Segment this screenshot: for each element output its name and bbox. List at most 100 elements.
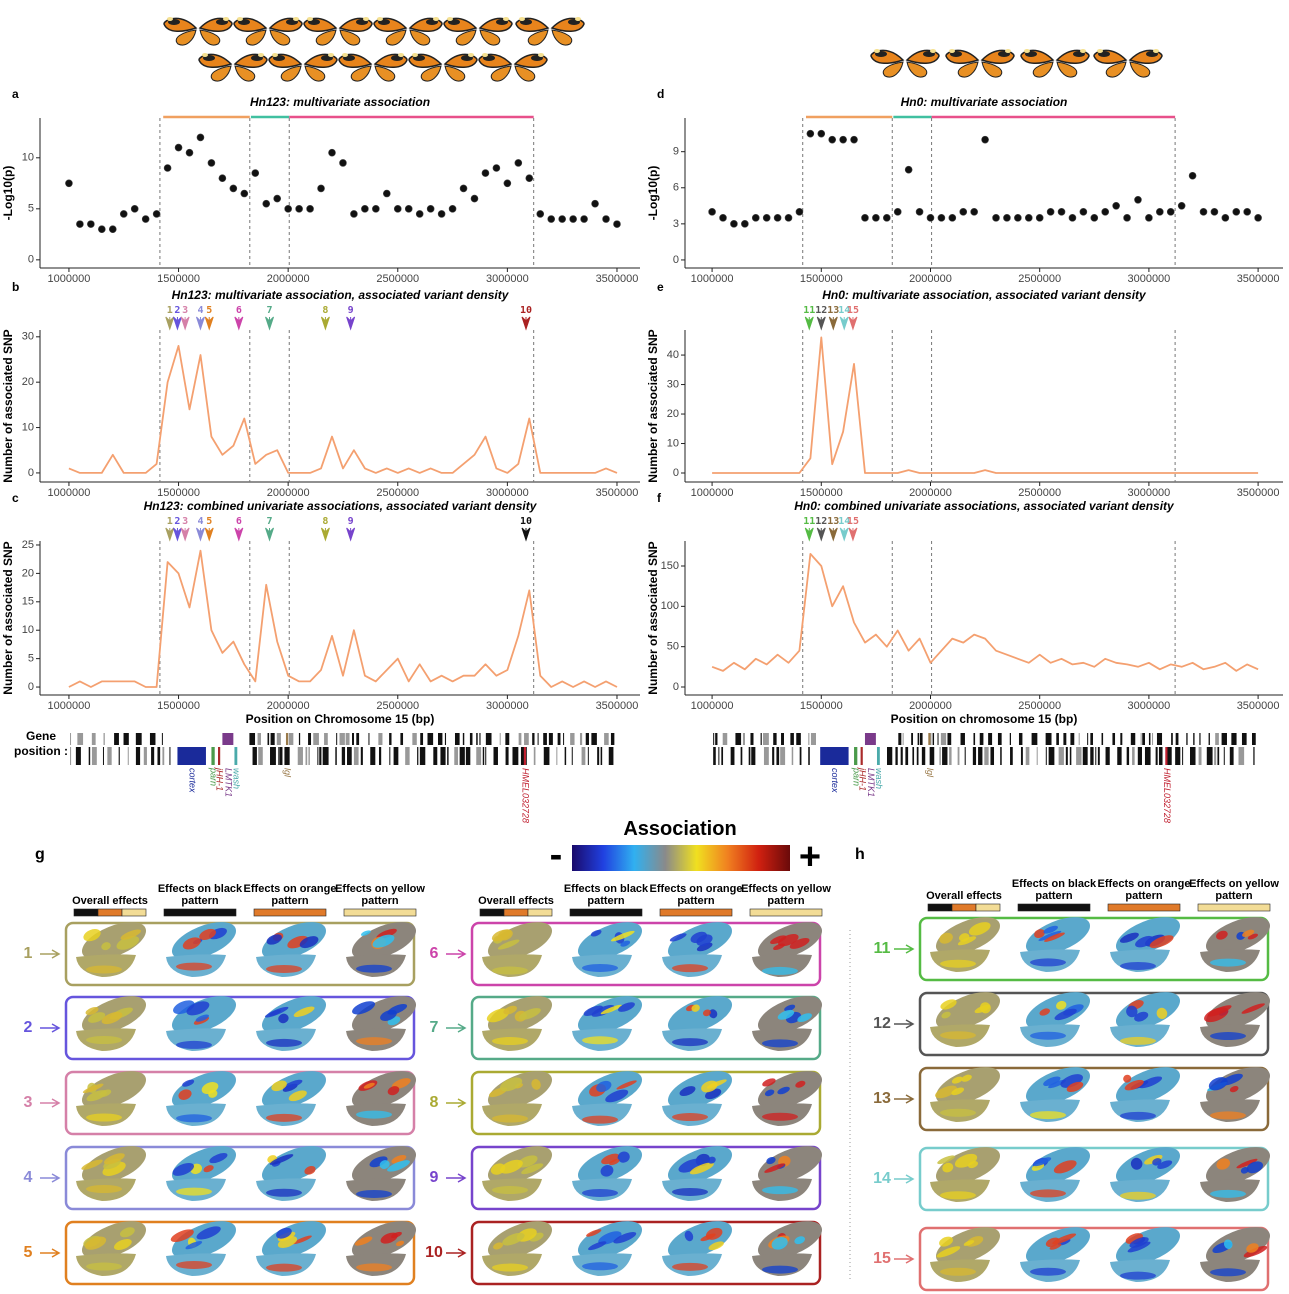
gene-box: [1221, 733, 1227, 745]
forewing: [1205, 1067, 1271, 1105]
wing-patch: [778, 934, 799, 947]
butterfly-icon: [338, 53, 408, 82]
gene-name: jHH-1: [857, 767, 867, 791]
wing-patch: [372, 934, 395, 948]
gene-box: [1101, 733, 1104, 745]
gene-box: [518, 733, 522, 745]
wing: [315, 29, 337, 46]
wing: [1105, 61, 1127, 78]
wing-patch: [498, 929, 513, 941]
gene-box: [1140, 733, 1142, 745]
wing-patch: [1123, 1074, 1132, 1083]
wing-patch: [182, 937, 201, 950]
butterfly-icon: [1020, 49, 1090, 78]
gene-box: [949, 747, 952, 765]
gene-box: [984, 747, 989, 765]
wing-patch: [762, 1186, 798, 1195]
wing-patch: [672, 1187, 708, 1196]
forewing: [935, 1067, 1001, 1105]
gene-box: [91, 747, 97, 765]
panel-letter: e: [657, 280, 664, 294]
wing: [339, 29, 361, 46]
point: [1221, 214, 1230, 222]
gene-box: [916, 747, 919, 765]
gene-box: [505, 747, 509, 765]
wing-patch: [82, 1083, 104, 1094]
point: [514, 159, 523, 167]
point: [580, 215, 588, 223]
x-tick-label: 3000000: [1127, 700, 1170, 712]
marker-arrow: [346, 316, 356, 331]
wing-patch: [1236, 1158, 1258, 1169]
column-header: Overall effects: [926, 890, 1002, 902]
gene-box: [288, 733, 294, 745]
gene-box: [751, 747, 756, 765]
wing-spot: [468, 53, 474, 57]
gene-box: [267, 733, 270, 745]
wing: [374, 65, 396, 82]
gene-box: [932, 733, 935, 745]
wing-patch: [669, 933, 687, 942]
marker-label: 9: [348, 516, 354, 527]
gene-box: [162, 747, 165, 765]
wing-patch: [176, 962, 212, 971]
gene-box: [419, 747, 426, 765]
gene-box: [1045, 747, 1047, 765]
forewing: [1025, 992, 1091, 1030]
gene-box: [317, 747, 319, 765]
wing-patch: [1157, 1160, 1173, 1169]
wing-patch: [83, 929, 101, 942]
point: [992, 214, 1000, 222]
gene-box: [1142, 733, 1145, 745]
wing-spot: [272, 53, 278, 57]
wing-patch: [1210, 1268, 1246, 1277]
locus-number: 13: [873, 1090, 891, 1107]
gene-highlight: [177, 747, 206, 765]
wing-patch: [582, 1036, 618, 1045]
gene-box: [393, 747, 399, 765]
wing-patch: [1043, 1076, 1061, 1086]
gene-box: [808, 733, 810, 745]
locus-box: [64, 921, 416, 987]
point: [1079, 208, 1088, 216]
header-bar: [1107, 903, 1181, 912]
marker-arrow: [816, 316, 826, 331]
marker-arrow: [172, 316, 182, 331]
wing-spot: [433, 17, 439, 21]
gene-box: [905, 747, 909, 765]
marker-arrow: [172, 527, 182, 542]
y-tick-label: 10: [667, 437, 679, 449]
scale-plus: +: [799, 836, 821, 878]
gene-box: [368, 733, 370, 745]
point: [1014, 214, 1022, 222]
forewing: [757, 1071, 823, 1109]
locus-number: 4: [24, 1169, 33, 1186]
y-tick-label: 20: [22, 567, 34, 579]
wing-patch: [391, 1078, 411, 1089]
locus-box: [64, 995, 416, 1061]
wing-patch: [1134, 1011, 1149, 1022]
chart-title: Hn123: multivariate association, associa…: [172, 288, 510, 302]
gene-box: [1126, 747, 1130, 765]
header-bar: [479, 908, 505, 917]
wing-patch: [1030, 1267, 1066, 1276]
marker-arrow: [265, 316, 274, 331]
wing-patch: [493, 1242, 504, 1250]
marker-label: 13: [827, 305, 839, 316]
panel-letter: b: [12, 280, 19, 294]
wing-patch: [1044, 932, 1065, 942]
gene-box: [324, 733, 328, 745]
wing: [199, 29, 221, 46]
marker-arrow: [804, 527, 814, 542]
gene-box: [960, 733, 965, 745]
wing-patch: [86, 1035, 122, 1044]
wing-patch: [271, 1080, 287, 1092]
locus-number: 8: [430, 1094, 439, 1111]
gene-box: [581, 747, 586, 765]
marker-arrow: [265, 527, 274, 542]
wing-patch: [616, 1080, 637, 1090]
x-tick-label: 2000000: [909, 700, 952, 712]
gene-box: [942, 747, 948, 765]
wing-patch: [940, 959, 976, 968]
